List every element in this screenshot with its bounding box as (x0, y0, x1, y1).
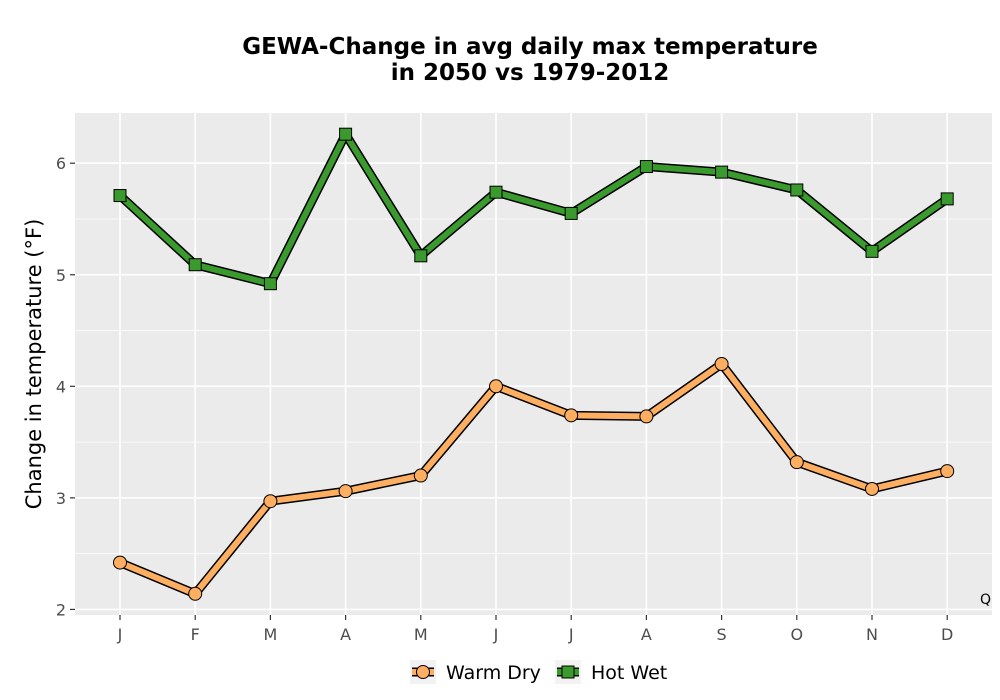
chart-title-line-2: in 2050 vs 1979-2012 (391, 60, 670, 86)
hot-wet-point (489, 185, 503, 199)
hot-wet-point (940, 192, 954, 206)
legend-label-warm-dry: Warm Dry (446, 662, 541, 684)
x-tick-label: M (414, 625, 428, 644)
warm-dry-point (940, 464, 955, 479)
legend-key-marker (561, 665, 575, 679)
y-tick-label: 3 (56, 489, 66, 508)
warm-dry-point (188, 586, 203, 601)
warm-dry-point (413, 468, 428, 483)
plot-panel (75, 113, 992, 615)
warm-dry-point (338, 484, 353, 499)
warm-dry-point (865, 481, 879, 496)
x-tick-label: J (493, 625, 499, 644)
x-tick-label: N (866, 625, 878, 644)
hot-wet-point (865, 244, 879, 258)
hot-wet-point (639, 160, 653, 174)
hot-wet-point (113, 189, 127, 203)
hot-wet-point (564, 206, 578, 220)
y-tick-label: 4 (56, 377, 66, 396)
warm-dry-point (113, 555, 127, 570)
hot-wet-point (715, 165, 729, 179)
legend-label-hot-wet: Hot Wet (591, 662, 667, 684)
x-tick-label: J (117, 625, 123, 644)
y-axis-label: Change in temperature (°F) (22, 219, 46, 510)
x-tick-label: F (191, 625, 200, 644)
warm-dry-point (639, 409, 654, 424)
hot-wet-point (790, 183, 804, 197)
hot-wet-point (188, 258, 202, 272)
legend-key-marker (416, 665, 430, 679)
x-tick-label: D (941, 625, 953, 644)
y-tick-label: 6 (56, 154, 66, 173)
hot-wet-point (339, 127, 353, 141)
warm-dry-line (117, 361, 951, 597)
x-tick-label: O (791, 625, 804, 644)
x-tick-label: A (641, 625, 652, 644)
legend: Warm Dry Hot Wet (410, 660, 667, 684)
warm-dry-point (564, 408, 579, 423)
y-tick-label: 2 (56, 600, 66, 619)
hot-wet-line (117, 131, 951, 287)
x-tick-label: J (568, 625, 574, 644)
corner-label: Q (980, 592, 991, 608)
hot-wet-point (263, 277, 277, 291)
x-tick-label: M (263, 625, 277, 644)
x-tick-label: S (717, 625, 727, 644)
axes-layer: 2 3 4 5 6 J F M A M J J A S O N D (56, 154, 954, 644)
x-tick-label: A (340, 625, 351, 644)
series-layer (113, 127, 955, 601)
chart-title-line-1: GEWA-Change in avg daily max temperature (242, 34, 818, 60)
warm-dry-point (263, 494, 278, 509)
warm-dry-point (714, 357, 729, 371)
warm-dry-point (489, 379, 503, 394)
y-tick-label: 5 (56, 266, 66, 285)
warm-dry-point (789, 455, 804, 470)
hot-wet-point (414, 249, 428, 263)
